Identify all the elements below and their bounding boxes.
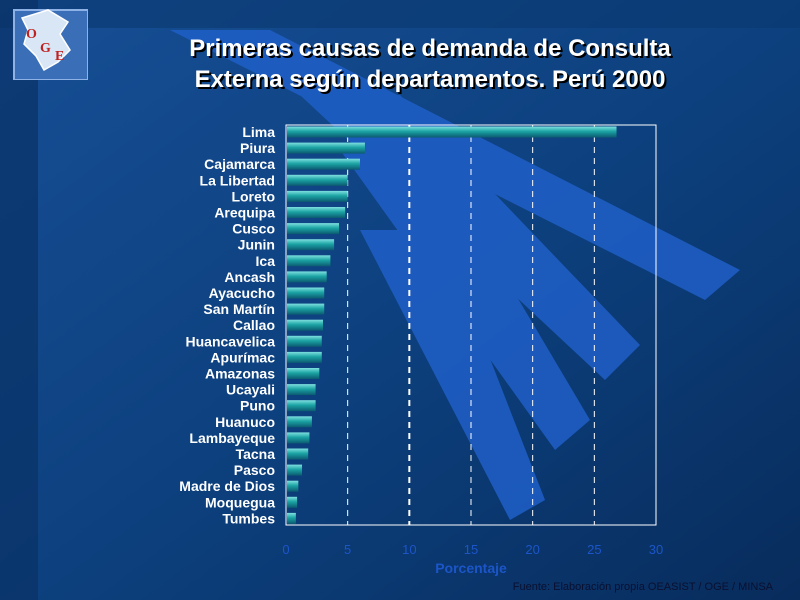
category-label: Moquegua — [205, 494, 275, 510]
category-label: Tacna — [236, 446, 276, 462]
category-label: Ayacucho — [209, 285, 275, 301]
bar-ayacucho — [287, 287, 325, 299]
bar-ucayali — [287, 384, 316, 396]
category-label: Piura — [240, 140, 275, 156]
bar-puno — [287, 400, 316, 412]
logo-letter-g: G — [40, 41, 51, 56]
category-label: Puno — [240, 398, 275, 414]
title-line-1: Primeras causas de demanda de Consulta — [189, 35, 671, 62]
x-tick-label: 0 — [282, 542, 289, 557]
diagonal-stripes — [170, 30, 740, 520]
category-label: Junin — [238, 237, 275, 253]
category-label: Callao — [233, 317, 275, 333]
bar-san-mart-n — [287, 303, 325, 315]
x-tick-label: 20 — [525, 542, 539, 557]
category-label: Cajamarca — [204, 156, 275, 172]
category-label: Huanuco — [215, 414, 275, 430]
category-label: Lima — [242, 124, 275, 140]
bar-lambayeque — [287, 432, 310, 444]
x-tick-label: 5 — [344, 542, 351, 557]
bar-moquegua — [287, 496, 298, 508]
x-axis-label: Porcentaje — [435, 560, 507, 576]
category-label: Ucayali — [226, 382, 275, 398]
slide-title: Primeras causas de demanda de Consulta E… — [90, 33, 770, 95]
bar-junin — [287, 239, 335, 251]
bar-huancavelica — [287, 335, 322, 347]
logo-letter-e: E — [55, 49, 64, 64]
bar-arequipa — [287, 207, 346, 218]
bar-callao — [287, 319, 323, 331]
category-label: Lambayeque — [189, 430, 275, 446]
source-note: Fuente: Elaboración propia OEASIST / OGE… — [512, 581, 773, 593]
bar-amazonas — [287, 368, 320, 379]
bar-lima — [287, 126, 617, 138]
bar-madre-de-dios — [287, 480, 299, 492]
x-tick-label: 25 — [587, 542, 601, 557]
logo-letter-o: O — [26, 27, 37, 42]
category-label: San Martín — [203, 301, 275, 317]
category-label: La Libertad — [200, 172, 275, 188]
category-label: Amazonas — [205, 366, 275, 382]
bar-ica — [287, 255, 331, 267]
bar-huanuco — [287, 416, 312, 428]
bar-loreto — [287, 190, 348, 202]
bar-ancash — [287, 271, 327, 283]
category-label: Ica — [256, 253, 276, 269]
x-tick-label: 15 — [464, 542, 478, 557]
category-label: Madre de Dios — [179, 478, 275, 494]
bar-apur-mac — [287, 351, 322, 363]
bar-la-libertad — [287, 174, 348, 186]
category-label: Ancash — [224, 269, 275, 285]
category-label: Pasco — [234, 462, 275, 478]
bar-cajamarca — [287, 158, 360, 170]
bar-cusco — [287, 223, 340, 235]
bar-tacna — [287, 448, 309, 460]
category-label: Huancavelica — [186, 333, 276, 349]
bar-pasco — [287, 464, 303, 476]
category-label: Tumbes — [222, 510, 275, 526]
category-label: Apurímac — [210, 349, 275, 365]
category-label: Arequipa — [214, 205, 275, 221]
title-line-2: Externa según departamentos. Perú 2000 — [194, 66, 666, 93]
category-label: Loreto — [231, 188, 275, 204]
bar-piura — [287, 142, 365, 154]
x-tick-label: 30 — [649, 542, 663, 557]
x-tick-label: 10 — [402, 542, 416, 557]
bar-tumbes — [287, 512, 296, 524]
category-label: Cusco — [232, 221, 275, 237]
